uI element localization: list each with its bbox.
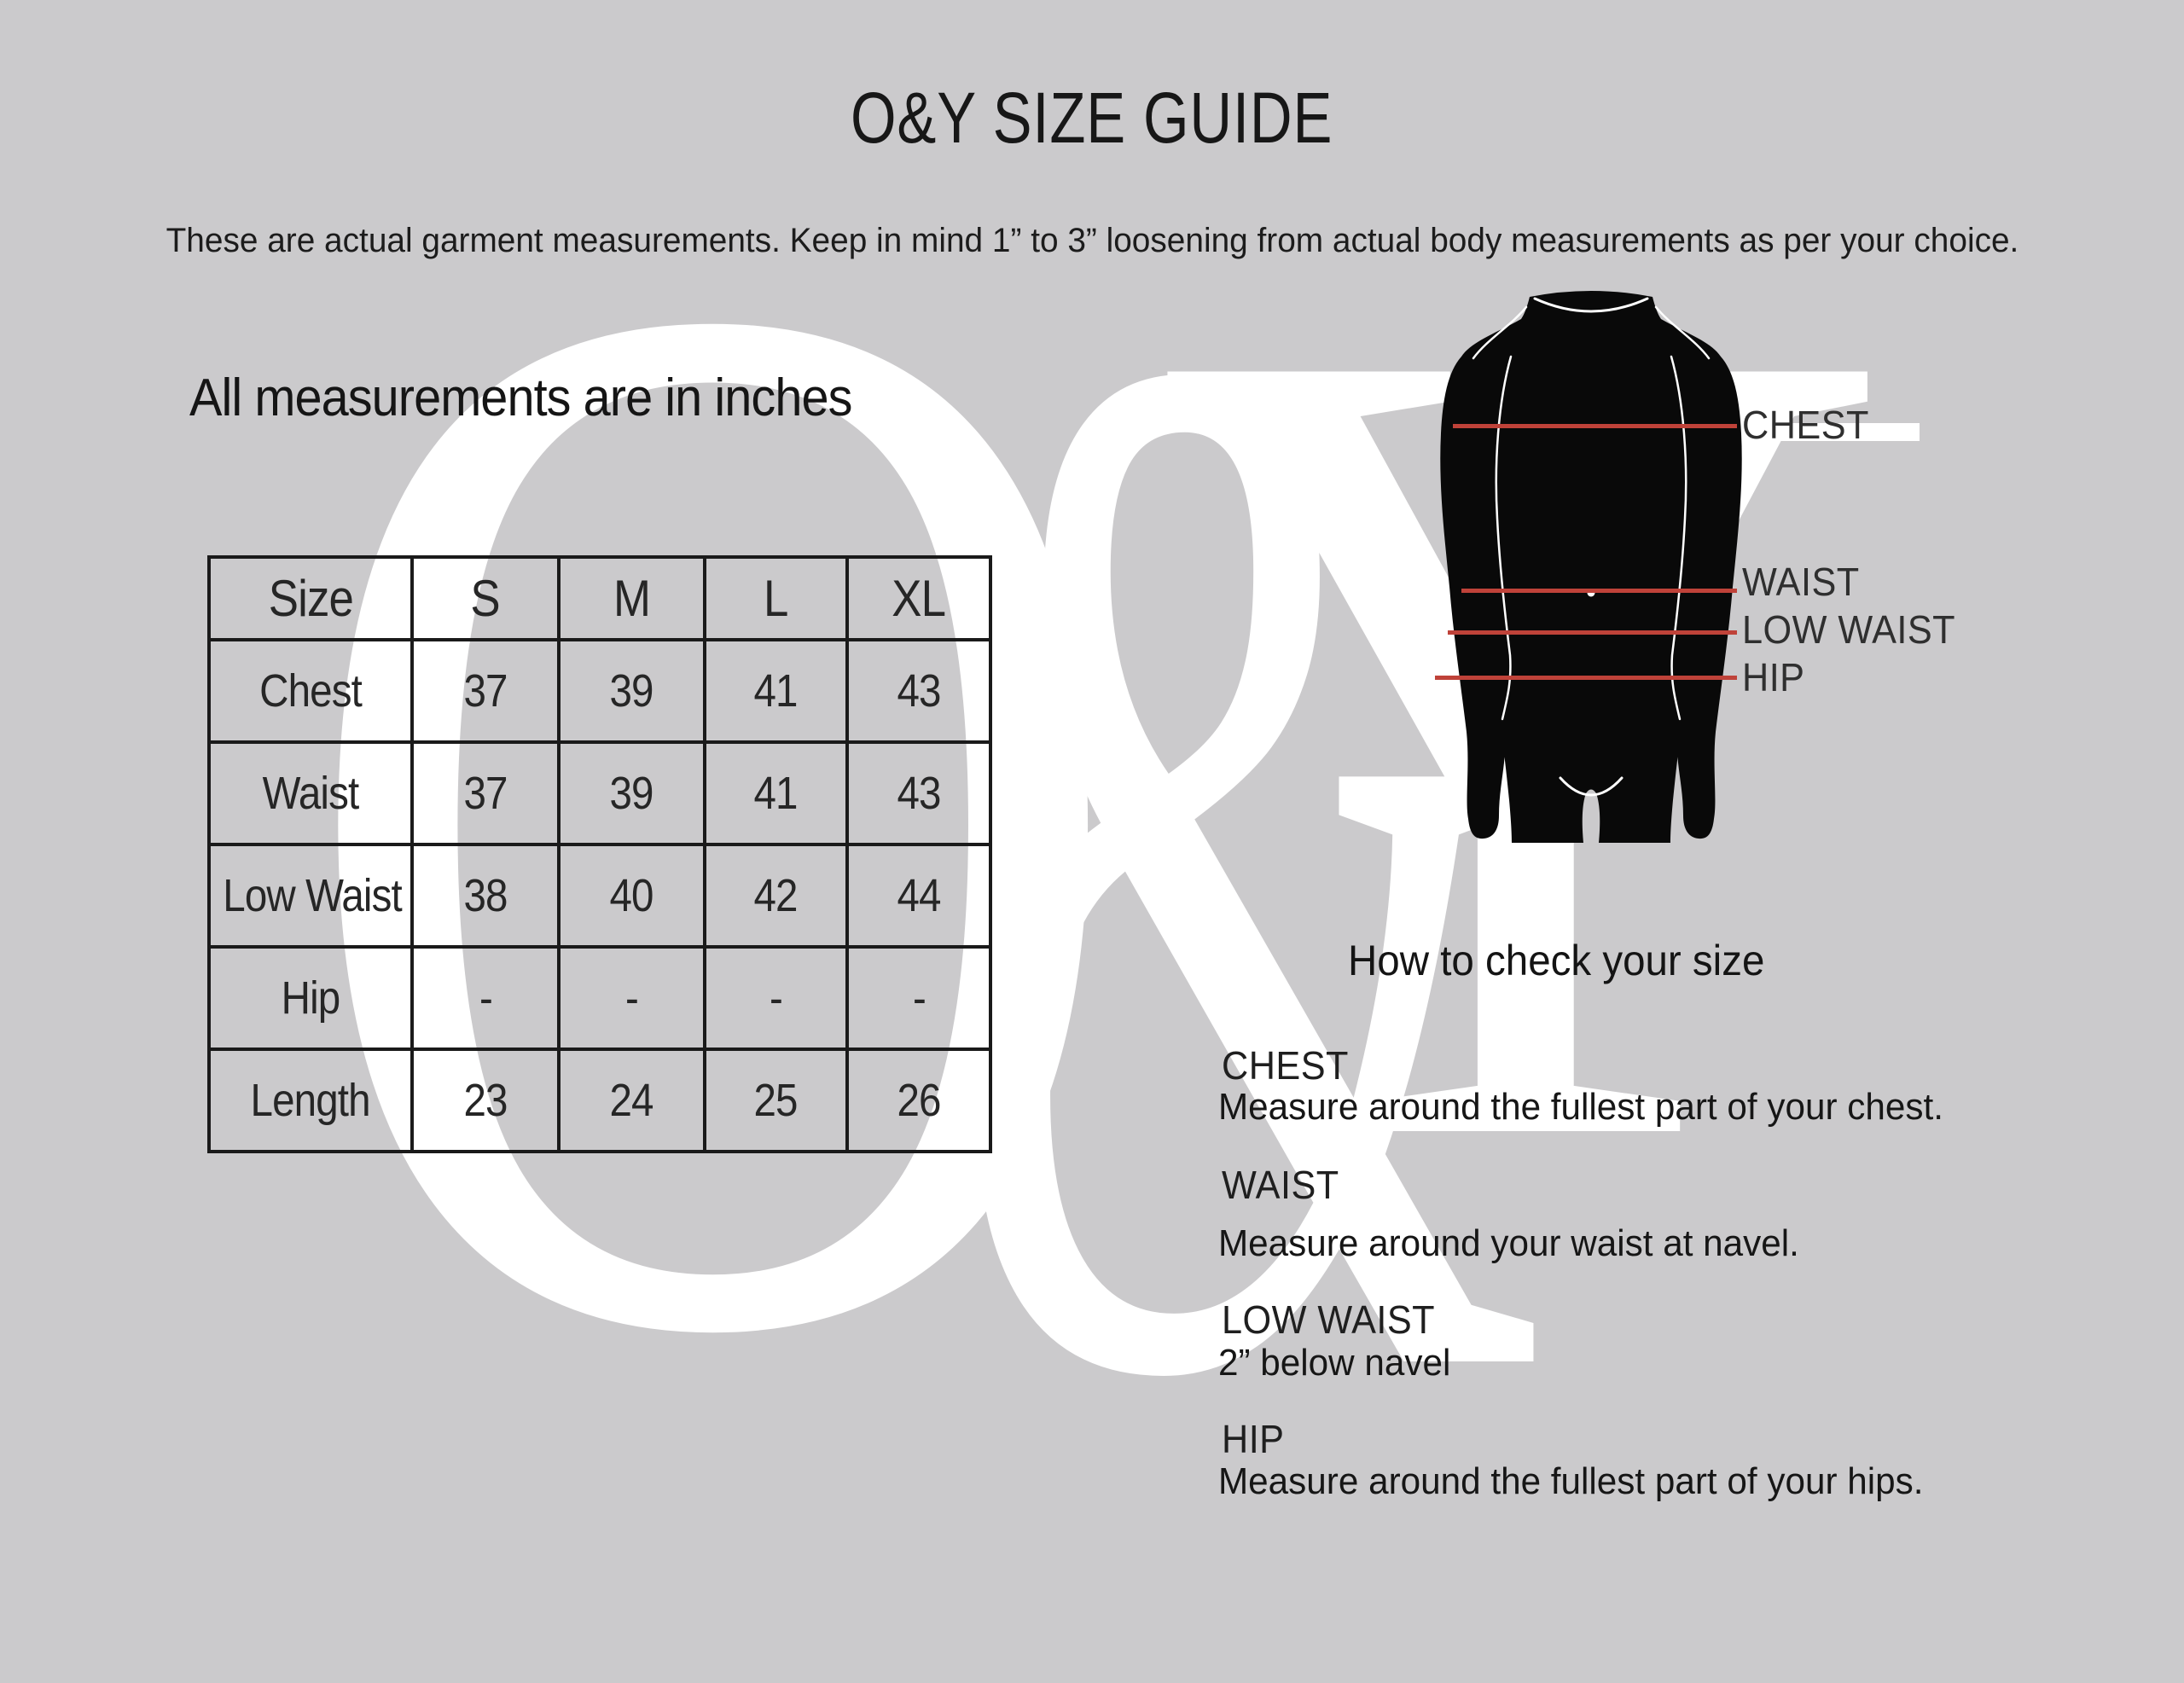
col-header-m: M	[557, 555, 706, 641]
figure-label-hip: HIP	[1742, 655, 1805, 699]
cell-chest-s: 37	[410, 638, 561, 744]
guide-section-hip-text: Measure around the fullest part of your …	[1218, 1460, 1924, 1502]
low-waist-measure-line	[1448, 630, 1737, 635]
cell-chest-l: 41	[703, 638, 849, 744]
figure-label-waist: WAIST	[1742, 560, 1860, 604]
crotch-seam	[1559, 776, 1623, 797]
watermark-letter-amp: &	[947, 39, 1548, 1683]
page-subtitle-text: These are actual garment measurements. K…	[166, 222, 2018, 259]
row-label: Low Waist	[207, 843, 414, 949]
guide-section-low-waist-title: LOW WAIST	[1222, 1297, 1436, 1342]
howto-heading: How to check your size	[1348, 937, 1765, 984]
col-header-size: Size	[207, 555, 414, 641]
guide-section-hip-title: HIP	[1222, 1417, 1285, 1461]
body-silhouette-figure	[1440, 291, 1742, 843]
cell-waist-m: 39	[557, 740, 706, 846]
cell-lowwaist-xl: 44	[845, 843, 992, 949]
row-label: Hip	[207, 945, 414, 1051]
waist-measure-line	[1461, 589, 1737, 593]
guide-section-low-waist-text: 2” below navel	[1218, 1342, 1451, 1384]
page-title: O&Y SIZE GUIDE	[0, 82, 2184, 154]
size-table-header-row: Size S M L XL	[207, 555, 992, 641]
cell-length-l: 25	[703, 1048, 849, 1153]
cell-waist-s: 37	[410, 740, 561, 846]
cell-hip-m: -	[557, 945, 706, 1051]
cell-length-s: 23	[410, 1048, 561, 1153]
cell-lowwaist-s: 38	[410, 843, 561, 949]
table-row-hip: Hip - - - -	[207, 945, 992, 1051]
row-label: Waist	[207, 740, 414, 846]
cell-hip-s: -	[410, 945, 561, 1051]
cell-length-m: 24	[557, 1048, 706, 1153]
left-shoulder-seam	[1472, 305, 1528, 360]
body-silhouette-shape	[1440, 291, 1742, 843]
cell-lowwaist-m: 40	[557, 843, 706, 949]
cell-waist-l: 41	[703, 740, 849, 846]
figure-label-low-waist: LOW WAIST	[1742, 607, 1956, 652]
col-header-l: L	[703, 555, 849, 641]
cell-hip-xl: -	[845, 945, 992, 1051]
cell-chest-xl: 43	[845, 638, 992, 744]
hip-measure-line	[1435, 676, 1737, 680]
page-subtitle: These are actual garment measurements. K…	[0, 220, 2184, 261]
row-label: Length	[207, 1048, 414, 1153]
table-row-low-waist: Low Waist 38 40 42 44	[207, 843, 992, 949]
guide-section-chest-title: CHEST	[1222, 1043, 1349, 1088]
table-row-chest: Chest 37 39 41 43	[207, 638, 992, 744]
units-note: All measurements are in inches	[189, 369, 852, 427]
guide-section-waist-title: WAIST	[1222, 1163, 1339, 1207]
cell-length-xl: 26	[845, 1048, 992, 1153]
leg-gap	[1582, 789, 1600, 843]
table-row-waist: Waist 37 39 41 43	[207, 740, 992, 846]
cell-waist-xl: 43	[845, 740, 992, 846]
figure-label-chest: CHEST	[1742, 403, 1869, 447]
cell-hip-l: -	[703, 945, 849, 1051]
cell-lowwaist-l: 42	[703, 843, 849, 949]
chest-measure-line	[1453, 424, 1737, 428]
size-table: Size S M L XL Chest 37 39 41 43 Waist 37…	[207, 555, 992, 1153]
collar-seam	[1533, 297, 1649, 313]
col-header-s: S	[410, 555, 561, 641]
table-row-length: Length 23 24 25 26	[207, 1048, 992, 1153]
right-shoulder-seam	[1654, 305, 1711, 360]
row-label: Chest	[207, 638, 414, 744]
page-title-text: O&Y SIZE GUIDE	[851, 78, 1333, 158]
cell-chest-m: 39	[557, 638, 706, 744]
guide-section-waist-text: Measure around your waist at navel.	[1218, 1222, 1799, 1264]
col-header-xl: XL	[845, 555, 992, 641]
guide-section-chest-text: Measure around the fullest part of your …	[1218, 1086, 1943, 1128]
